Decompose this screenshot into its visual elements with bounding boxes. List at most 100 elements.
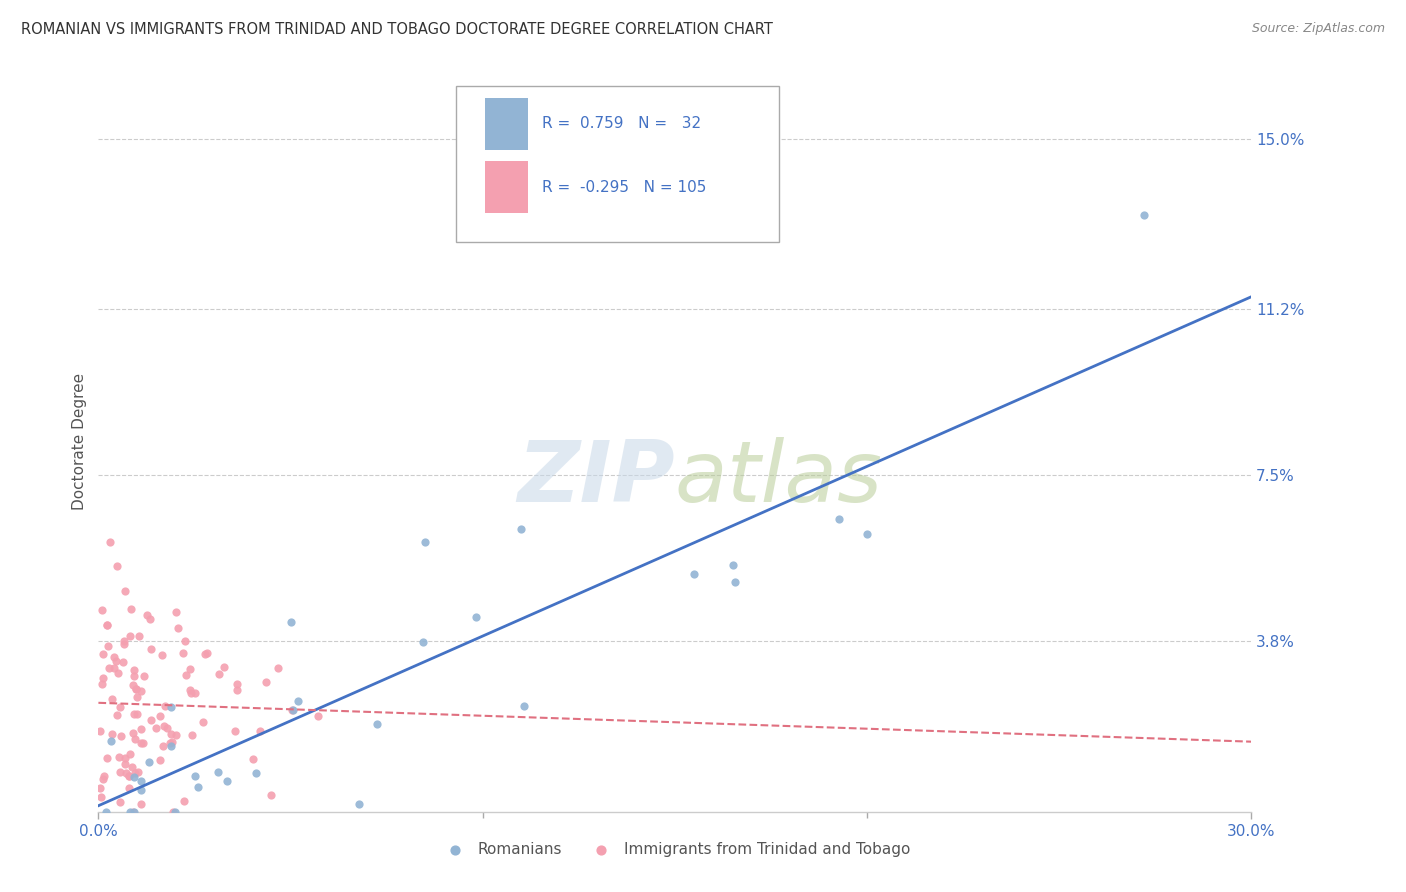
Point (153, 719, 176, 733)
Point (184, 769, 207, 783)
Text: ZIP: ZIP (517, 437, 675, 520)
Point (121, 760, 143, 774)
Point (118, 769, 141, 783)
Point (122, 664, 145, 678)
Point (165, 805, 187, 819)
Point (118, 768, 141, 782)
Point (162, 805, 184, 819)
Point (267, 661, 290, 675)
Point (97, 661, 120, 675)
Point (120, 629, 142, 643)
Point (125, 690, 148, 705)
Point (174, 634, 197, 648)
Point (129, 722, 152, 736)
Point (180, 686, 202, 700)
Point (160, 726, 183, 740)
Point (187, 780, 209, 794)
Point (254, 674, 277, 689)
Point (179, 662, 201, 676)
Point (103, 661, 125, 675)
Point (122, 678, 145, 692)
Point (214, 660, 236, 674)
Point (856, 526, 879, 541)
Point (101, 691, 124, 706)
Point (122, 707, 145, 722)
Point (89, 723, 111, 738)
Point (249, 723, 271, 738)
Point (128, 629, 150, 643)
Point (91, 671, 114, 685)
Point (413, 535, 436, 549)
Point (683, 566, 706, 581)
Legend: Romanians, Immigrants from Trinidad and Tobago: Romanians, Immigrants from Trinidad and … (433, 836, 917, 863)
Point (141, 642, 163, 657)
Y-axis label: Doctorate Degree: Doctorate Degree (72, 373, 87, 510)
Point (134, 669, 156, 683)
Point (287, 694, 309, 708)
Point (412, 635, 434, 649)
Point (307, 709, 329, 723)
Point (245, 766, 267, 780)
Point (181, 728, 204, 742)
Point (152, 739, 174, 753)
Point (120, 805, 142, 819)
Point (124, 771, 146, 785)
Point (114, 757, 136, 772)
Point (105, 559, 128, 574)
Point (108, 765, 131, 780)
FancyBboxPatch shape (485, 161, 529, 213)
Point (160, 739, 183, 754)
Point (280, 615, 302, 629)
Point (127, 706, 149, 721)
Point (281, 703, 304, 717)
Point (1132, 208, 1154, 222)
Point (510, 522, 533, 536)
Point (108, 700, 131, 714)
Point (260, 789, 283, 803)
Point (111, 656, 134, 670)
Point (160, 699, 183, 714)
Point (160, 735, 183, 749)
Point (366, 717, 388, 731)
Point (94, 805, 117, 819)
Point (724, 575, 747, 590)
Point (224, 724, 246, 739)
Point (167, 621, 190, 635)
Point (280, 703, 302, 717)
Point (90, 789, 112, 804)
Point (114, 751, 136, 765)
Point (172, 647, 194, 661)
Point (124, 766, 146, 780)
Point (91, 677, 114, 691)
Point (93, 769, 115, 783)
Point (129, 683, 152, 698)
Point (153, 698, 176, 713)
Text: atlas: atlas (675, 437, 883, 520)
Point (138, 756, 160, 770)
Point (150, 648, 173, 662)
Point (166, 728, 188, 742)
Point (108, 796, 131, 810)
Point (96, 618, 118, 632)
Point (98, 535, 121, 549)
Point (194, 647, 217, 661)
Point (96, 750, 118, 764)
Point (120, 602, 142, 616)
FancyBboxPatch shape (485, 98, 529, 150)
Point (105, 654, 128, 668)
Point (165, 605, 187, 619)
Point (91, 772, 114, 787)
Text: R =  -0.295   N = 105: R = -0.295 N = 105 (543, 179, 707, 194)
Point (122, 805, 145, 819)
Point (159, 736, 181, 750)
Point (114, 583, 136, 598)
Point (156, 721, 179, 735)
Point (179, 682, 201, 697)
Point (90, 602, 112, 616)
Point (110, 729, 132, 743)
Point (127, 764, 149, 779)
FancyBboxPatch shape (456, 87, 779, 242)
Point (122, 726, 145, 740)
Point (118, 780, 141, 795)
Point (207, 765, 229, 780)
